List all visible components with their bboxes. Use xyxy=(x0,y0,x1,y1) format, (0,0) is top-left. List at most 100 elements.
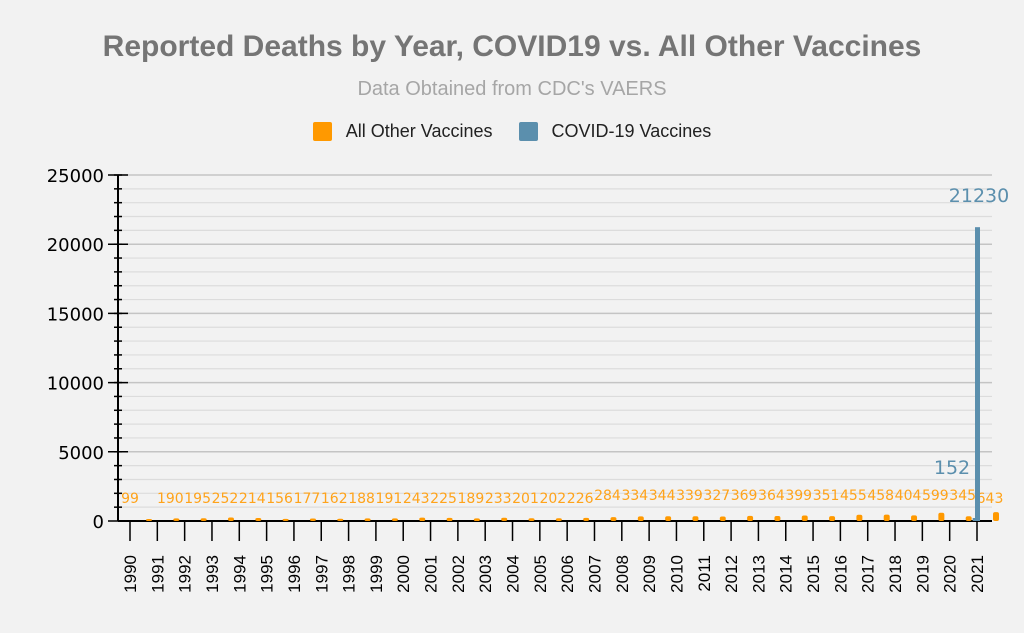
data-label-other: 156 xyxy=(266,491,293,507)
data-label-other: 195 xyxy=(184,491,211,507)
x-tick-label: 2019 xyxy=(913,555,932,593)
bar-other xyxy=(856,514,863,521)
y-tick-label: 25000 xyxy=(47,166,104,187)
x-tick-label: 2013 xyxy=(749,555,768,593)
bar-other xyxy=(692,516,699,521)
x-tick-label: 1996 xyxy=(285,555,304,593)
legend-item-other[interactable]: All Other Vaccines xyxy=(312,121,493,142)
bar-other xyxy=(719,516,726,521)
bar-other xyxy=(282,518,289,521)
x-tick-label: 1997 xyxy=(312,555,331,593)
data-label-other: 225 xyxy=(430,491,457,507)
data-label-other: 162 xyxy=(321,491,348,507)
x-tick-label: 2016 xyxy=(831,555,850,593)
x-tick-label: 2005 xyxy=(531,555,550,593)
data-label-other: 364 xyxy=(758,488,785,504)
bar-other xyxy=(419,517,426,521)
x-tick-label: 2006 xyxy=(558,555,577,593)
data-label-other: 201 xyxy=(512,491,539,507)
bar-other xyxy=(391,518,398,521)
x-tick-label: 1999 xyxy=(367,555,386,593)
data-label-other: 252 xyxy=(212,491,239,507)
bar-other xyxy=(938,512,945,521)
bar-other xyxy=(337,518,344,521)
data-label-other: 99 xyxy=(121,491,139,507)
data-label-other: 243 xyxy=(403,491,430,507)
bar-other xyxy=(829,516,836,521)
bar-other xyxy=(637,516,644,521)
data-label-other: 188 xyxy=(348,491,375,507)
data-label-other: 214 xyxy=(239,491,266,507)
x-tick-label: 2008 xyxy=(613,555,632,593)
x-tick-label: 2015 xyxy=(804,555,823,593)
bar-other xyxy=(309,518,316,521)
data-label-other: 189 xyxy=(458,491,485,507)
chart-title: Reported Deaths by Year, COVID19 vs. All… xyxy=(102,30,922,63)
data-label-other: 334 xyxy=(621,488,648,504)
legend: All Other Vaccines COVID-19 Vaccines xyxy=(0,121,1024,142)
bar-other xyxy=(665,516,672,521)
legend-label-covid: COVID-19 Vaccines xyxy=(551,121,712,141)
data-label-other: 404 xyxy=(895,488,922,504)
bar-other xyxy=(583,517,590,521)
legend-item-covid[interactable]: COVID-19 Vaccines xyxy=(518,121,712,142)
x-tick-label: 2017 xyxy=(859,555,878,593)
bar-other xyxy=(473,518,480,521)
x-tick-label: 2021 xyxy=(968,555,987,593)
bar-other xyxy=(255,518,262,521)
x-tick-label: 2018 xyxy=(886,555,905,593)
bar-covid xyxy=(975,227,980,521)
data-label-other: 455 xyxy=(840,488,867,504)
legend-swatch-other xyxy=(312,122,332,141)
bar-other xyxy=(173,518,180,521)
data-label-other: 226 xyxy=(567,491,594,507)
y-tick-label: 15000 xyxy=(47,304,104,325)
bar-other xyxy=(555,518,562,521)
x-tick-label: 1993 xyxy=(203,555,222,593)
bar-other xyxy=(364,518,371,521)
data-label-other: 284 xyxy=(594,488,621,504)
bar-other xyxy=(883,514,890,521)
x-tick-label: 2004 xyxy=(504,555,523,593)
data-label-other: 202 xyxy=(539,491,566,507)
data-label-covid: 21230 xyxy=(949,185,1009,207)
y-tick-label: 0 xyxy=(93,512,104,533)
bar-other xyxy=(911,515,918,521)
x-tick-label: 2001 xyxy=(422,555,441,593)
data-label-other: 643 xyxy=(977,491,1004,507)
data-label-other: 339 xyxy=(676,488,703,504)
x-tick-label: 2014 xyxy=(777,555,796,593)
data-label-other: 191 xyxy=(376,491,403,507)
x-tick-label: 1995 xyxy=(258,555,277,593)
x-tick-label: 2020 xyxy=(941,555,960,593)
data-label-other: 177 xyxy=(294,491,321,507)
bar-other xyxy=(965,516,972,521)
y-tick-label: 20000 xyxy=(47,235,104,256)
x-tick-label: 2002 xyxy=(449,555,468,593)
bar-other xyxy=(227,517,234,521)
chart-subtitle: Data Obtained from CDC's VAERS xyxy=(357,78,667,100)
data-label-other: 233 xyxy=(485,491,512,507)
x-tick-label: 2007 xyxy=(585,555,604,593)
data-label-other: 351 xyxy=(813,488,840,504)
data-label-other: 190 xyxy=(157,491,184,507)
x-tick-label: 2003 xyxy=(476,555,495,593)
bar-other xyxy=(446,517,453,521)
x-tick-label: 2009 xyxy=(640,555,659,593)
data-label-other: 458 xyxy=(867,488,894,504)
x-tick-label: 2010 xyxy=(667,555,686,593)
bar-other xyxy=(200,518,207,521)
x-tick-label: 2000 xyxy=(394,555,413,593)
bar-other xyxy=(528,518,535,521)
bar-other xyxy=(146,519,152,521)
data-label-covid: 152 xyxy=(934,457,970,479)
y-tick-label: 10000 xyxy=(47,374,104,395)
x-tick-label: 1991 xyxy=(148,555,167,593)
data-label-other: 344 xyxy=(649,488,676,504)
x-tick-label: 2011 xyxy=(695,555,714,592)
legend-label-other: All Other Vaccines xyxy=(345,121,493,141)
data-label-other: 345 xyxy=(949,488,976,504)
data-label-other: 369 xyxy=(731,488,758,504)
x-tick-label: 1992 xyxy=(176,555,195,593)
y-tick-label: 5000 xyxy=(58,443,104,464)
